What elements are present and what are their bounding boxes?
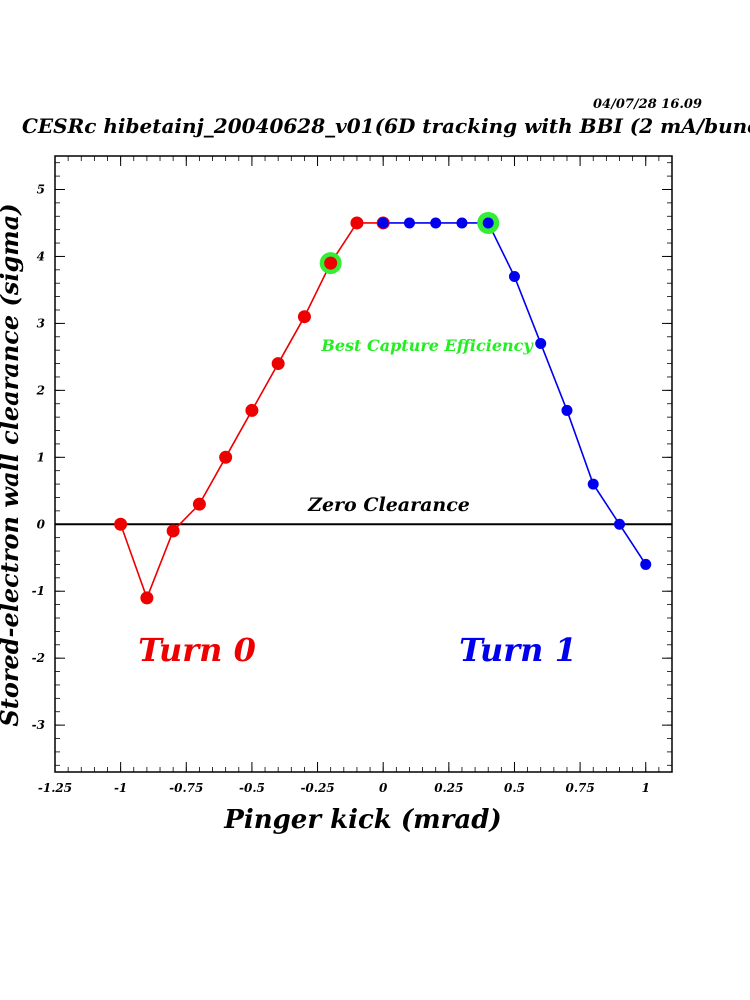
data-point-turn-1 (482, 217, 494, 229)
data-point-turn-0 (245, 403, 259, 417)
x-tick-label: 1 (642, 781, 650, 795)
x-tick-label: 0 (379, 781, 388, 795)
data-point-turn-1 (640, 558, 652, 570)
points-group (114, 216, 652, 605)
data-point-turn-0 (140, 591, 154, 605)
annotation-turn-0: Turn 0 (138, 631, 256, 669)
x-axis-label: Pinger kick (mrad) (223, 805, 501, 835)
y-tick-label: -2 (32, 651, 45, 665)
data-point-turn-0 (166, 524, 180, 538)
chart-title: CESRc hibetainj_20040628_v01(6D tracking… (22, 114, 750, 138)
data-point-turn-1 (535, 337, 547, 349)
data-point-turn-1 (508, 271, 520, 283)
y-tick-label: 5 (37, 182, 45, 196)
x-tick-label: 0.25 (434, 781, 463, 795)
data-point-turn-1 (587, 478, 599, 490)
annotation-turn-1: Turn 1 (459, 631, 577, 669)
y-tick-label: 2 (36, 383, 45, 397)
data-point-turn-1 (403, 217, 415, 229)
x-tick-label: 0.75 (565, 781, 594, 795)
data-point-turn-1 (377, 217, 389, 229)
annotation-best-capture: Best Capture Efficiency (320, 336, 534, 355)
y-tick-label: 4 (37, 249, 45, 263)
y-tick-label: -1 (32, 584, 45, 598)
x-tick-label: -0.75 (169, 781, 203, 795)
data-point-turn-0 (114, 517, 128, 531)
y-tick-label: 3 (37, 316, 45, 330)
x-tick-label: -0.25 (300, 781, 334, 795)
axis-ticks (54, 156, 673, 772)
data-point-turn-1 (561, 404, 573, 416)
x-tick-label: -1 (114, 781, 127, 795)
x-tick-label: 0.5 (504, 781, 525, 795)
data-point-turn-0 (350, 216, 364, 230)
data-point-turn-0 (219, 450, 233, 464)
x-tick-label: -1.25 (38, 781, 72, 795)
plot-area-border (54, 155, 673, 773)
y-axis-label: Stored-electron wall clearance (sigma) (0, 203, 24, 726)
x-tick-label: -0.5 (239, 781, 265, 795)
data-point-turn-1 (430, 217, 442, 229)
y-tick-label: 0 (37, 517, 46, 531)
y-tick-label: 1 (37, 450, 45, 464)
plot-frame (54, 155, 673, 773)
axis-tick-labels: -1.25 -1 -0.75 -0.5 -0.25 0 0.25 0.5 0.75 1 -3 -2 -1… (32, 182, 650, 795)
reference-line-label: Zero Clearance (307, 494, 470, 516)
data-point-turn-1 (613, 518, 625, 530)
datestamp: 04/07/28 16.09 (593, 97, 702, 112)
y-tick-label: -3 (32, 718, 45, 732)
data-point-turn-0 (271, 357, 285, 371)
data-point-turn-1 (456, 217, 468, 229)
data-point-turn-0 (324, 256, 338, 270)
data-point-turn-0 (297, 310, 311, 324)
data-point-turn-0 (192, 497, 206, 511)
